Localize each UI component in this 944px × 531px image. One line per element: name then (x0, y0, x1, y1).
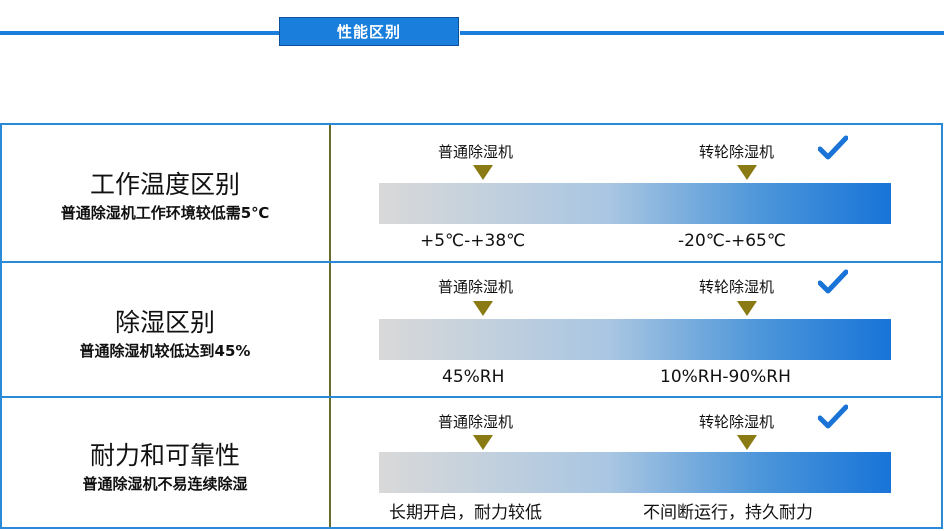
header-rule-right (460, 31, 944, 35)
left-value: +5℃-+38℃ (420, 231, 526, 251)
left-marker-label: 普通除湿机 (438, 143, 514, 161)
scale-bar (379, 452, 891, 493)
row-subtitle: 普通除湿机不易连续除湿 (82, 475, 248, 493)
right-value: -20℃-+65℃ (678, 231, 786, 251)
right-marker-label: 转轮除湿机 (699, 413, 775, 431)
right-marker-label: 转轮除湿机 (699, 143, 775, 161)
triangle-down-icon (473, 165, 493, 180)
triangle-down-icon (737, 165, 757, 180)
triangle-down-icon (737, 301, 757, 316)
row-label: 工作温度区别 普通除湿机工作环境较低需5℃ (2, 169, 328, 223)
left-value: 45%RH (442, 367, 505, 387)
right-marker-label: 转轮除湿机 (699, 278, 775, 296)
checkmark-icon (818, 404, 848, 429)
checkmark-icon (818, 269, 848, 294)
row-title: 耐力和可靠性 (89, 441, 240, 470)
table-row: 工作温度区别 普通除湿机工作环境较低需5℃ 普通除湿机 转轮除湿机 +5℃-+3… (2, 125, 941, 262)
right-value: 10%RH-90%RH (660, 367, 791, 387)
checkmark-icon (818, 135, 848, 160)
row-subtitle: 普通除湿机较低达到45% (79, 342, 251, 360)
triangle-down-icon (473, 301, 493, 316)
row-subtitle: 普通除湿机工作环境较低需5℃ (60, 204, 270, 222)
row-label: 耐力和可靠性 普通除湿机不易连续除湿 (2, 440, 328, 494)
left-marker-label: 普通除湿机 (438, 278, 514, 296)
table-row: 除湿区别 普通除湿机较低达到45% 普通除湿机 转轮除湿机 45%RH 10%R… (2, 263, 941, 397)
scale-bar (379, 319, 891, 360)
row-divider (2, 261, 941, 263)
triangle-down-icon (737, 435, 757, 450)
left-marker-label: 普通除湿机 (438, 413, 514, 431)
row-divider (2, 396, 941, 398)
column-divider (329, 125, 331, 527)
row-title: 工作温度区别 (89, 170, 240, 199)
row-label: 除湿区别 普通除湿机较低达到45% (2, 307, 328, 361)
left-value: 长期开启，耐力较低 (389, 503, 542, 523)
table-row: 耐力和可靠性 普通除湿机不易连续除湿 普通除湿机 转轮除湿机 长期开启，耐力较低… (2, 398, 941, 529)
scale-bar (379, 183, 891, 224)
comparison-table: 工作温度区别 普通除湿机工作环境较低需5℃ 普通除湿机 转轮除湿机 +5℃-+3… (0, 123, 943, 529)
triangle-down-icon (473, 435, 493, 450)
row-title: 除湿区别 (114, 308, 215, 337)
right-value: 不间断运行，持久耐力 (643, 503, 813, 523)
header-rule-left (0, 31, 280, 35)
section-title: 性能区别 (279, 17, 459, 46)
